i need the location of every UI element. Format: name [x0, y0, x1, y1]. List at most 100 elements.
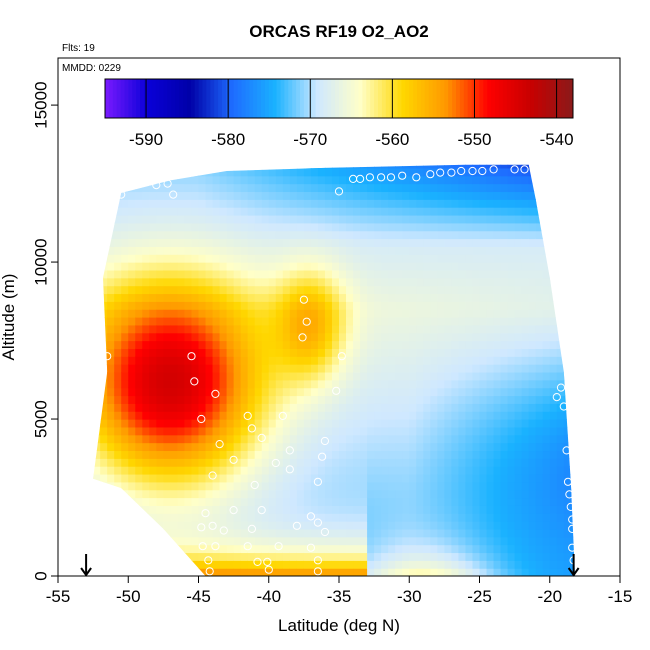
heatmap-cell	[100, 536, 108, 546]
heatmap-cell	[275, 426, 284, 436]
heatmap-cell	[289, 426, 298, 436]
heatmap-cell	[381, 521, 389, 530]
heatmap-cell	[423, 419, 431, 428]
heatmap-cell	[500, 521, 509, 530]
heatmap-cell	[416, 387, 424, 397]
heatmap-cell	[219, 450, 228, 459]
heatmap-cell	[275, 481, 284, 491]
heatmap-cell	[409, 395, 417, 404]
heatmap-cell	[542, 207, 551, 216]
colorbar-swatch	[116, 79, 122, 118]
heatmap-cell	[500, 230, 509, 240]
heatmap-cell	[346, 513, 354, 522]
heatmap-cell	[177, 191, 186, 200]
heatmap-cell	[409, 466, 417, 475]
heatmap-cell	[261, 332, 270, 342]
heatmap-cell	[268, 269, 277, 279]
heatmap-cell	[402, 419, 410, 428]
heatmap-cell	[507, 340, 516, 349]
heatmap-cell	[339, 246, 347, 255]
heatmap-cell	[128, 481, 136, 491]
heatmap-cell	[233, 379, 242, 389]
heatmap-cell	[170, 214, 179, 224]
heatmap-cell	[549, 403, 558, 412]
heatmap-cell	[528, 434, 537, 444]
heatmap-cell	[331, 277, 340, 287]
heatmap-cell	[191, 340, 200, 349]
heatmap-cell	[289, 450, 298, 459]
heatmap-cell	[128, 293, 136, 302]
heatmap-cell	[296, 371, 305, 381]
heatmap-cell	[149, 222, 157, 232]
heatmap-cell	[458, 411, 467, 420]
heatmap-cell	[465, 191, 474, 200]
heatmap-cell	[121, 505, 129, 514]
heatmap-cell	[254, 340, 263, 349]
heatmap-cell	[135, 167, 143, 177]
heatmap-cell	[479, 246, 488, 255]
heatmap-cell	[367, 293, 375, 302]
heatmap-cell	[402, 317, 410, 326]
heatmap-cell	[395, 324, 403, 334]
heatmap-cell	[282, 395, 291, 404]
heatmap-cell	[353, 434, 361, 444]
heatmap-cell	[107, 489, 115, 499]
heatmap-cell	[486, 505, 495, 514]
heatmap-cell	[458, 246, 467, 255]
heatmap-cell	[556, 568, 565, 576]
heatmap-cell	[556, 269, 565, 279]
heatmap-cell	[549, 301, 558, 310]
heatmap-cell	[437, 403, 445, 412]
heatmap-cell	[409, 364, 417, 373]
heatmap-cell	[353, 568, 361, 576]
heatmap-cell	[486, 238, 495, 247]
heatmap-cell	[107, 230, 115, 240]
heatmap-cell	[254, 246, 263, 255]
heatmap-cell	[563, 317, 572, 326]
heatmap-cell	[142, 222, 150, 232]
heatmap-cell	[563, 340, 572, 349]
heatmap-cell	[303, 175, 312, 185]
heatmap-cell	[458, 324, 467, 334]
heatmap-cell	[500, 442, 509, 452]
heatmap-cell	[409, 262, 417, 271]
heatmap-cell	[289, 262, 298, 271]
heatmap-cell	[93, 505, 94, 514]
heatmap-cell	[156, 317, 164, 326]
heatmap-cell	[289, 379, 298, 389]
heatmap-cell	[93, 309, 94, 318]
heatmap-cell	[289, 568, 298, 576]
heatmap-cell	[282, 419, 291, 428]
chart-title: ORCAS RF19 O2_AO2	[249, 22, 429, 41]
heatmap-cell	[135, 371, 143, 381]
heatmap-cell	[444, 246, 452, 255]
heatmap-cell	[289, 230, 298, 240]
colorbar-swatch	[151, 79, 157, 118]
heatmap-cell	[191, 293, 200, 302]
heatmap-cell	[381, 262, 389, 271]
heatmap-cell	[296, 387, 305, 397]
observed-point	[103, 352, 112, 361]
heatmap-cell	[205, 419, 214, 428]
observed-point	[247, 524, 256, 534]
observed-point	[247, 424, 256, 433]
observed-point	[229, 455, 238, 464]
heatmap-cell	[156, 379, 164, 389]
colorbar-swatch	[522, 79, 527, 118]
heatmap-cell	[451, 426, 460, 436]
heatmap-cell	[324, 497, 333, 506]
colorbar-swatch	[381, 79, 387, 118]
heatmap-cell	[367, 214, 375, 224]
heatmap-cell	[500, 458, 509, 467]
heatmap-cell	[360, 317, 368, 326]
heatmap-cell	[142, 238, 150, 247]
heatmap-cell	[444, 214, 452, 224]
heatmap-cell	[170, 473, 179, 483]
heatmap-cell	[212, 262, 221, 271]
colorbar-swatch	[167, 79, 172, 118]
heatmap-cell	[402, 356, 410, 365]
heatmap-cell	[479, 183, 488, 193]
heatmap-cell	[128, 262, 136, 271]
heatmap-cell	[374, 450, 382, 459]
heatmap-cell	[423, 481, 431, 491]
